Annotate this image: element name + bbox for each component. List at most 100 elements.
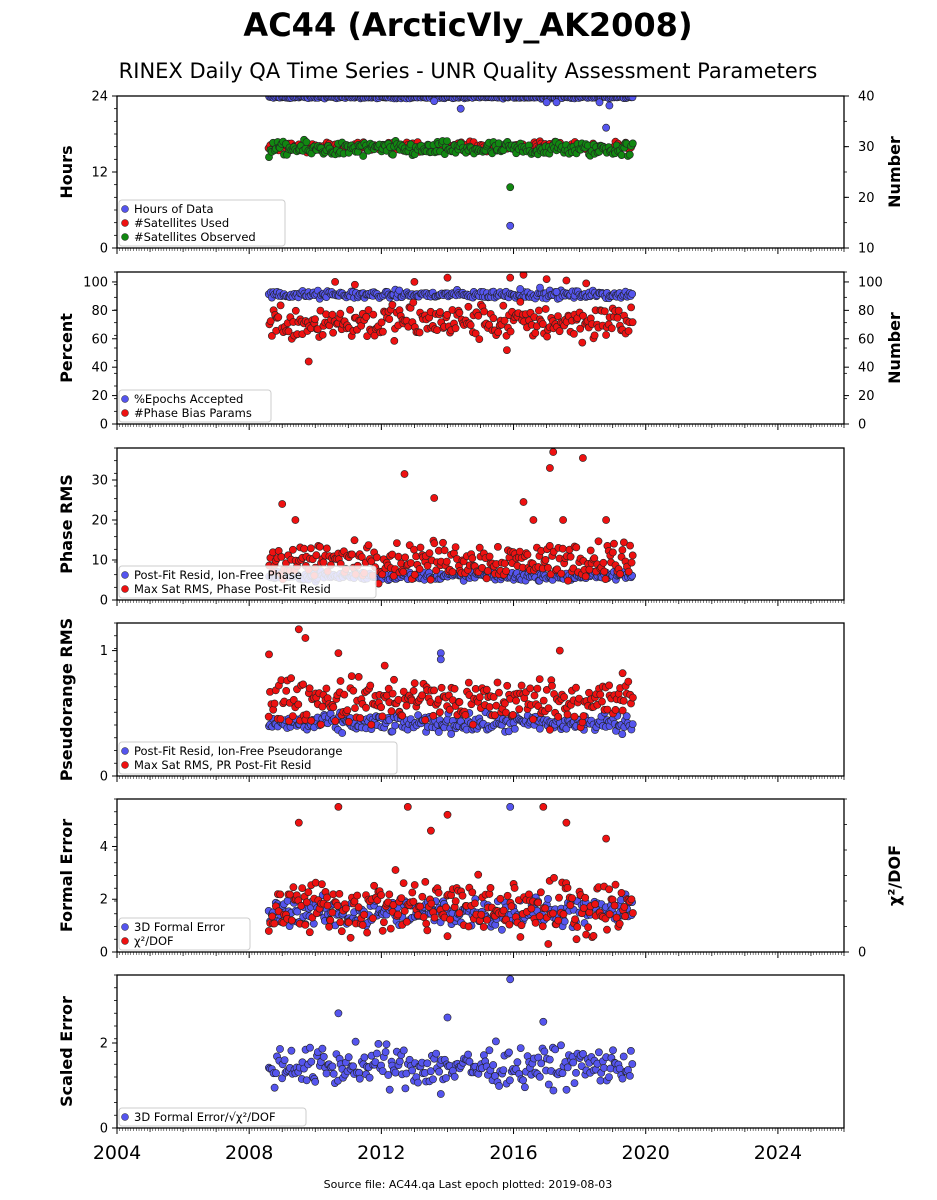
data-point bbox=[619, 697, 628, 705]
data-point-outlier bbox=[436, 655, 445, 664]
data-point bbox=[422, 919, 431, 928]
data-point bbox=[607, 324, 616, 333]
data-point bbox=[621, 912, 630, 921]
data-point bbox=[367, 557, 376, 566]
data-point bbox=[316, 306, 325, 315]
data-point bbox=[618, 546, 627, 554]
data-point bbox=[270, 919, 279, 928]
data-point bbox=[421, 878, 430, 886]
data-point bbox=[450, 1072, 459, 1081]
data-point bbox=[506, 327, 515, 336]
data-point bbox=[545, 542, 554, 550]
data-point bbox=[558, 544, 567, 553]
data-point bbox=[268, 912, 277, 921]
data-point-outlier bbox=[278, 500, 287, 508]
data-point bbox=[340, 690, 349, 699]
y-axis-right: 0 20 40 60 80 100 Number bbox=[844, 271, 904, 433]
data-point bbox=[485, 552, 494, 561]
data-point bbox=[499, 906, 508, 915]
data-point bbox=[419, 913, 428, 921]
data-point bbox=[322, 684, 331, 693]
data-point bbox=[541, 556, 550, 564]
data-point bbox=[450, 684, 459, 693]
data-point bbox=[581, 893, 590, 902]
x-ticks bbox=[116, 424, 845, 430]
data-point bbox=[535, 675, 544, 683]
data-point bbox=[618, 706, 627, 715]
y-tick-label: 2 bbox=[100, 893, 108, 908]
data-point bbox=[523, 550, 532, 559]
data-point bbox=[297, 902, 306, 910]
data-point bbox=[441, 903, 450, 912]
data-point-outlier bbox=[539, 803, 548, 811]
data-point bbox=[535, 1073, 544, 1081]
data-point bbox=[475, 543, 484, 552]
data-point bbox=[493, 543, 502, 551]
data-point bbox=[270, 1083, 279, 1092]
data-point bbox=[434, 728, 443, 736]
data-point bbox=[430, 686, 438, 695]
data-point bbox=[328, 310, 337, 319]
data-point bbox=[338, 729, 347, 737]
data-point bbox=[497, 925, 506, 934]
data-point bbox=[571, 915, 579, 924]
data-point bbox=[301, 921, 310, 929]
data-point bbox=[447, 730, 456, 738]
data-point bbox=[360, 910, 368, 919]
data-point bbox=[618, 730, 627, 738]
series-2 bbox=[264, 803, 637, 948]
data-point bbox=[618, 1074, 627, 1083]
data-point bbox=[287, 1046, 296, 1055]
data-point bbox=[319, 1052, 328, 1061]
data-point bbox=[317, 880, 326, 889]
data-point bbox=[544, 940, 553, 948]
data-point bbox=[418, 892, 427, 901]
data-point bbox=[485, 703, 494, 711]
y2-tick-label: 80 bbox=[858, 304, 875, 319]
data-point bbox=[579, 712, 588, 720]
data-point bbox=[435, 708, 444, 717]
data-point bbox=[414, 711, 422, 720]
legend-marker bbox=[121, 219, 129, 227]
data-point bbox=[510, 725, 519, 733]
data-point bbox=[489, 1061, 498, 1069]
data-point bbox=[363, 332, 371, 340]
y-tick-label: 60 bbox=[91, 332, 108, 347]
data-point bbox=[372, 553, 381, 562]
data-point-outlier bbox=[403, 803, 412, 811]
data-point bbox=[362, 312, 371, 321]
data-point bbox=[519, 1076, 527, 1085]
data-point bbox=[578, 718, 587, 727]
data-point bbox=[570, 712, 579, 721]
data-point bbox=[510, 884, 519, 892]
data-point bbox=[400, 907, 409, 915]
data-point bbox=[350, 536, 359, 545]
data-point bbox=[343, 706, 352, 715]
data-point bbox=[458, 891, 467, 900]
data-point bbox=[371, 1058, 380, 1066]
data-point-outlier bbox=[334, 803, 343, 811]
data-point bbox=[370, 881, 378, 890]
data-point bbox=[616, 570, 625, 578]
data-point bbox=[543, 332, 551, 341]
data-point-outlier bbox=[443, 810, 452, 819]
data-point bbox=[610, 539, 618, 548]
plot-frame bbox=[116, 974, 845, 1129]
data-point bbox=[437, 683, 446, 692]
data-point bbox=[446, 915, 454, 924]
data-point bbox=[409, 687, 418, 695]
data-point bbox=[516, 1044, 525, 1052]
data-point bbox=[442, 557, 451, 566]
data-point bbox=[537, 1059, 546, 1068]
data-point bbox=[626, 1072, 634, 1080]
data-point bbox=[329, 703, 338, 712]
data-point bbox=[628, 1060, 637, 1068]
data-point bbox=[479, 923, 488, 931]
data-point-outlier bbox=[294, 818, 303, 827]
data-point bbox=[539, 696, 548, 705]
data-point bbox=[595, 1048, 603, 1057]
data-point bbox=[530, 691, 539, 700]
data-point bbox=[609, 548, 617, 557]
